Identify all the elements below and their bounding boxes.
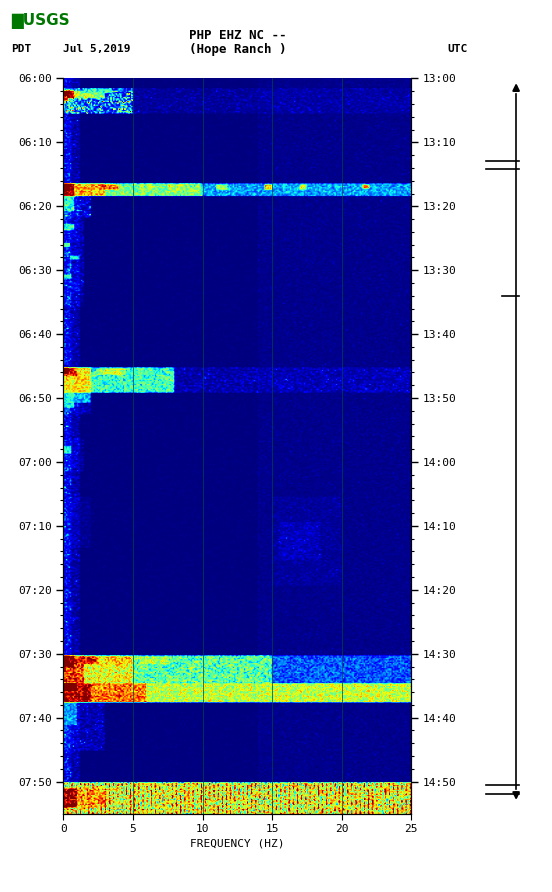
Text: PHP EHZ NC --: PHP EHZ NC -- [189,29,286,42]
Text: (Hope Ranch ): (Hope Ranch ) [189,43,286,55]
Text: PDT: PDT [11,44,31,54]
Text: █USGS: █USGS [11,13,70,29]
Text: UTC: UTC [447,44,468,54]
Text: Jul 5,2019: Jul 5,2019 [63,44,131,54]
X-axis label: FREQUENCY (HZ): FREQUENCY (HZ) [190,838,285,848]
